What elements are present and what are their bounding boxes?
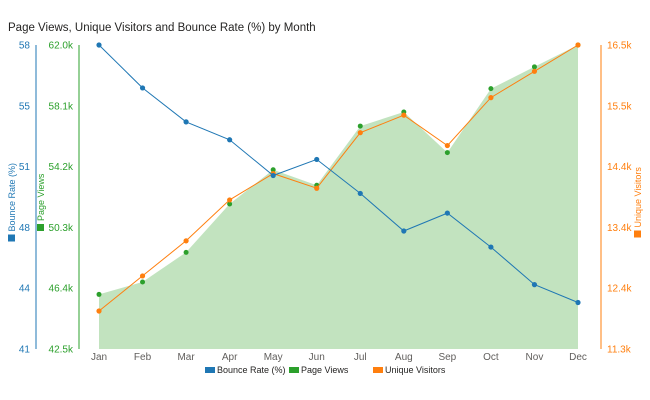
bounce-rate-tick-label: 48 — [19, 223, 31, 234]
unique-visitors-point-sep — [444, 142, 450, 149]
legend-item-unique-visitors: Unique Visitors — [373, 365, 446, 375]
x-tick-label-oct: Oct — [483, 352, 499, 363]
bounce-rate-point-oct — [488, 244, 494, 250]
unique-visitors-point-mar — [183, 238, 189, 244]
page-views-point-oct — [488, 86, 494, 92]
unique-visitors-axis-title: Unique Visitors — [633, 167, 643, 238]
unique-visitors-point-apr — [227, 197, 233, 203]
unique-visitors-tick-label: 15.5k — [607, 101, 632, 112]
page-views-point-apr — [227, 201, 233, 207]
legend: Bounce Rate (%) Page Views Unique Visitors — [205, 365, 446, 375]
bounce-rate-point-mar — [183, 119, 189, 125]
x-tick-label-jul: Jul — [354, 352, 367, 363]
legend-swatch — [289, 367, 299, 373]
unique-visitors-point-dec — [575, 42, 581, 48]
page-views-point-jul — [357, 123, 363, 129]
page-views-area — [99, 45, 578, 349]
line-layer — [96, 42, 581, 314]
bounce-rate-axis-swatch — [8, 234, 15, 242]
page-views-tick-label: 46.4k — [49, 284, 74, 295]
bounce-rate-tick-label: 51 — [19, 162, 31, 173]
x-tick-label-feb: Feb — [134, 352, 152, 363]
unique-visitors-axis-swatch — [634, 230, 641, 238]
axis-layer: 58 55 51 48 44 41 62.0k 58.1k 54.2k 50.3k 46.4k 42.… — [7, 41, 643, 364]
chart-title: Page Views, Unique Visitors and Bounce R… — [8, 22, 316, 34]
bounce-rate-tick-label: 58 — [19, 41, 31, 52]
bounce-rate-point-apr — [227, 137, 233, 143]
x-tick-label-dec: Dec — [569, 352, 587, 363]
unique-visitors-point-jan — [96, 308, 102, 314]
page-views-point-sep — [444, 150, 450, 156]
x-tick-label-apr: Apr — [222, 352, 238, 363]
page-views-point-nov — [531, 64, 537, 70]
unique-visitors-point-oct — [488, 95, 494, 101]
bounce-rate-point-jan — [96, 42, 102, 48]
legend-swatch — [373, 367, 383, 373]
x-tick-label-mar: Mar — [177, 352, 195, 363]
legend-item-bounce-rate: Bounce Rate (%) — [205, 365, 286, 375]
unique-visitors-line — [98, 44, 579, 312]
page-views-axis-title: Page Views — [36, 173, 46, 231]
bounce-rate-point-may — [270, 172, 276, 179]
unique-visitors-point-feb — [139, 273, 146, 279]
page-views-point-jan — [96, 291, 102, 297]
page-views-point-feb — [140, 279, 146, 285]
page-views-tick-label: 42.5k — [49, 345, 74, 356]
bounce-rate-tick-label: 55 — [19, 101, 31, 112]
unique-visitors-point-jul — [357, 130, 363, 136]
page-views-tick-label: 58.1k — [49, 101, 74, 112]
x-tick-label-jun: Jun — [309, 352, 325, 363]
page-views-point-mar — [183, 249, 189, 255]
bounce-rate-point-jun — [314, 156, 320, 163]
bounce-rate-point-jul — [357, 190, 363, 197]
bounce-rate-line — [98, 44, 579, 303]
area-layer — [99, 45, 578, 349]
legend-label: Page Views — [301, 365, 349, 375]
page-views-tick-label: 62.0k — [49, 41, 74, 52]
page-views-point-may — [270, 167, 276, 173]
unique-visitors-point-aug — [401, 112, 407, 118]
x-tick-label-aug: Aug — [395, 352, 413, 363]
bounce-rate-point-dec — [575, 299, 581, 306]
bounce-rate-tick-label: 41 — [19, 345, 31, 356]
page-views-axis-label: Page Views — [36, 173, 46, 221]
unique-visitors-tick-label: 13.4k — [607, 223, 632, 234]
legend-label: Unique Visitors — [385, 365, 446, 375]
legend-label: Bounce Rate (%) — [217, 365, 286, 375]
x-tick-label-sep: Sep — [438, 352, 456, 363]
legend-swatch — [205, 367, 215, 373]
unique-visitors-tick-label: 14.4k — [607, 162, 632, 173]
unique-visitors-tick-label: 16.5k — [607, 41, 632, 52]
x-tick-label-jan: Jan — [91, 352, 107, 363]
unique-visitors-tick-label: 11.3k — [607, 345, 632, 356]
bounce-rate-point-aug — [401, 228, 407, 234]
page-views-tick-label: 54.2k — [49, 162, 74, 173]
legend-item-page-views: Page Views — [289, 365, 349, 375]
bounce-rate-point-sep — [444, 210, 450, 216]
unique-visitors-axis-label: Unique Visitors — [633, 167, 643, 228]
unique-visitors-point-jun — [314, 185, 320, 191]
bounce-rate-point-nov — [531, 282, 538, 288]
page-views-axis-swatch — [37, 224, 44, 231]
x-tick-label-nov: Nov — [526, 352, 544, 363]
bounce-rate-tick-label: 44 — [19, 284, 31, 295]
x-tick-label-may: May — [264, 352, 283, 363]
bounce-rate-axis-title: Bounce Rate (%) — [7, 163, 17, 242]
page-views-tick-label: 50.3k — [49, 223, 74, 234]
bounce-rate-axis-label: Bounce Rate (%) — [7, 163, 17, 232]
unique-visitors-tick-label: 12.4k — [607, 284, 632, 295]
bounce-rate-point-feb — [139, 85, 146, 91]
unique-visitors-point-nov — [531, 68, 538, 74]
